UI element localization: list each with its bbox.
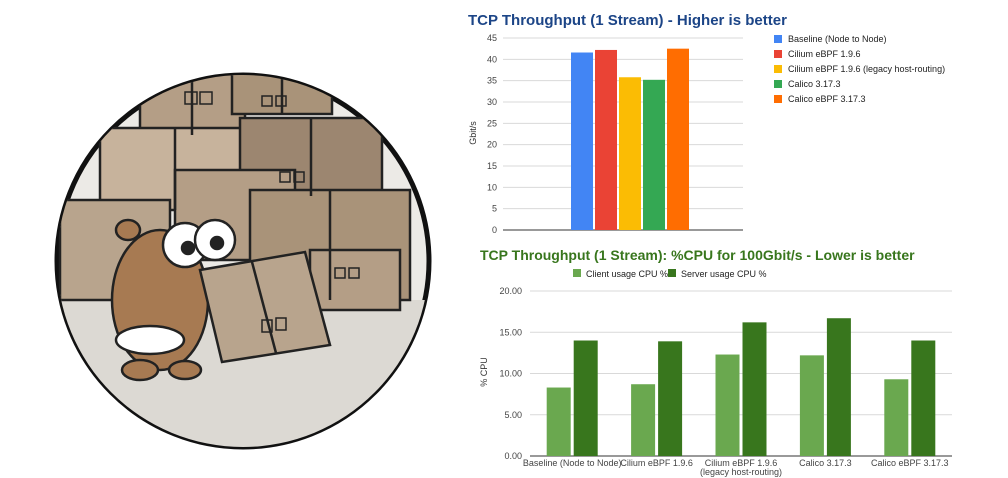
chart1-y-axis-label: Gbit/s [468, 121, 478, 145]
chart1-y-ticks: 0 5 10 15 20 25 30 35 40 45 [487, 33, 497, 235]
chart2-bar [631, 384, 656, 456]
chart2-x-tick-label: Cilium eBPF 1.9.6 [620, 458, 693, 468]
chart2-title: TCP Throughput (1 Stream): %CPU for 100G… [480, 247, 915, 263]
chart2-y-tick-label: 10.00 [499, 369, 522, 379]
chart1-y-tick-label: 35 [487, 76, 497, 86]
chart2-bar [658, 341, 683, 456]
chart1-bar [595, 49, 617, 230]
chart2-y-tick-label: 20.00 [499, 286, 522, 296]
chart1-legend-swatch [774, 35, 782, 43]
chart1-y-tick-label: 20 [487, 140, 497, 150]
chart2-y-axis-label: % CPU [479, 357, 489, 387]
chart1-bar [571, 52, 593, 230]
chart1-legend-label: Calico eBPF 3.17.3 [788, 94, 866, 104]
chart2-x-tick-label: Calico eBPF 3.17.3 [871, 458, 949, 468]
chart2-bar [715, 354, 740, 456]
chart1-bars [571, 48, 689, 231]
chart1-y-tick-label: 30 [487, 97, 497, 107]
chart1-y-tick-label: 25 [487, 118, 497, 128]
chart2-y-tick-label: 15.00 [499, 327, 522, 337]
chart1-y-tick-label: 0 [492, 225, 497, 235]
chart1-y-tick-label: 15 [487, 161, 497, 171]
chart2-bar [573, 340, 598, 456]
chart1-legend-swatch [774, 80, 782, 88]
chart1-legend-label: Cilium eBPF 1.9.6 [788, 49, 861, 59]
chart2-y-tick-label: 0.00 [504, 451, 522, 461]
chart1-bar [643, 79, 665, 231]
chart1-bar [619, 77, 641, 231]
chart2-x-tick-label: Cilium eBPF 1.9.6 [705, 458, 778, 468]
chart2-bar [742, 322, 767, 456]
chart2-y-tick-label: 5.00 [504, 410, 522, 420]
chart1-legend-swatch [774, 95, 782, 103]
chart1-legend-swatch [774, 65, 782, 73]
chart2-bar [799, 355, 824, 456]
chart2-legend-swatch [668, 269, 676, 277]
chart2-legend-swatch [573, 269, 581, 277]
chart2-y-ticks: 0.00 5.00 10.00 15.00 20.00 [499, 286, 522, 461]
chart2-legend: Client usage CPU % Server usage CPU % [573, 269, 767, 279]
chart1-legend-label: Calico 3.17.3 [788, 79, 841, 89]
chart2-legend-label: Server usage CPU % [681, 269, 767, 279]
gopher-boxes-illustration [54, 72, 432, 450]
gopher-character [110, 218, 237, 382]
chart2-x-tick-label: Calico 3.17.3 [799, 458, 852, 468]
chart1-legend-swatch [774, 50, 782, 58]
chart1-legend: Baseline (Node to Node) Cilium eBPF 1.9.6… [774, 34, 945, 104]
chart1-y-tick-label: 10 [487, 182, 497, 192]
chart1-title: TCP Throughput (1 Stream) - Higher is be… [468, 12, 787, 29]
chart2-bar [826, 318, 851, 456]
chart1-legend-label: Baseline (Node to Node) [788, 34, 887, 44]
chart2-x-tick-label: Baseline (Node to Node) [523, 458, 622, 468]
chart2-bar [884, 379, 909, 456]
chart1-y-tick-label: 5 [492, 204, 497, 214]
chart1-y-tick-label: 45 [487, 33, 497, 43]
chart2-legend-label: Client usage CPU % [586, 269, 668, 279]
chart1-y-tick-label: 40 [487, 54, 497, 64]
chart2-bar [546, 387, 571, 456]
chart2-gridlines [530, 290, 952, 457]
chart1-bar [667, 48, 689, 230]
chart2-x-labels: Baseline (Node to Node)Cilium eBPF 1.9.6… [523, 458, 949, 477]
carried-box [198, 250, 332, 364]
chart1-legend-label: Cilium eBPF 1.9.6 (legacy host-routing) [788, 64, 945, 74]
chart2-bar [911, 340, 936, 456]
chart2-bars [546, 318, 936, 456]
chart2-x-tick-label: (legacy host-routing) [700, 467, 782, 477]
